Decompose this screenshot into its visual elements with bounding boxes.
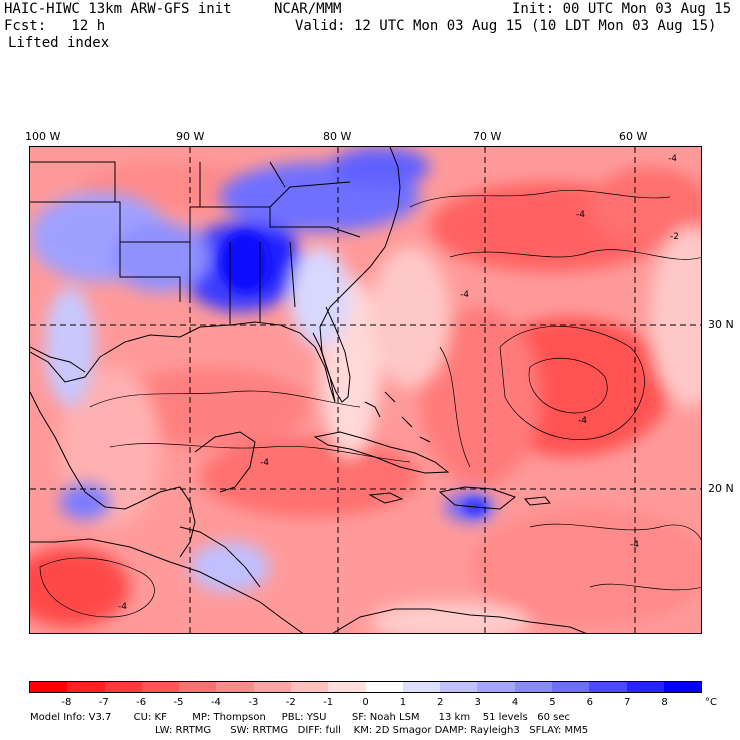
contour-labels: -4 -4 -2 -4 -4 -4 -4 -4 (118, 154, 679, 612)
lon-label-60w: 60 W (619, 130, 648, 143)
colorbar-swatch (402, 682, 441, 692)
colorbar-tick-label: 1 (399, 697, 407, 708)
colorbar-tick-label: 5 (549, 697, 556, 708)
colorbar-swatch (440, 682, 478, 692)
colorbar-tick-label: -8 (61, 697, 72, 708)
forecast-hour: Fcst: 12 h (4, 18, 106, 34)
colorbar-tick-label: 0 (362, 697, 369, 708)
colorbar-unit: °C (705, 697, 717, 708)
field-name: Lifted index (8, 35, 110, 51)
colorbar-swatch (477, 682, 515, 692)
colorbar-swatch (328, 682, 366, 692)
valid-time: Valid: 12 UTC Mon 03 Aug 15 (10 LDT Mon … (295, 18, 717, 34)
colorbar-swatch (514, 682, 552, 692)
colorbar-tick-label: 8 (661, 697, 668, 708)
colorbar-swatch (663, 682, 702, 692)
colorbar-tick-label: -2 (285, 697, 296, 708)
lon-label-70w: 70 W (473, 130, 502, 143)
colorbar-swatch (253, 682, 291, 692)
colorbar-swatch (179, 682, 217, 692)
contour-label: -4 (576, 210, 585, 220)
colorbar-tick-label: 6 (586, 697, 594, 708)
colorbar-swatch (141, 682, 180, 692)
colorbar-tick-label: -7 (98, 697, 109, 708)
lat-label-30n: 30 N (708, 318, 734, 331)
contour-label: -2 (670, 232, 679, 242)
init-time: Init: 00 UTC Mon 03 Aug 15 (512, 1, 732, 17)
colorbar-tick-label: 2 (437, 697, 444, 708)
colorbar-tick-label: 7 (624, 697, 631, 708)
colorbar-swatch (216, 682, 254, 692)
map-canvas: -4 -4 -2 -4 -4 -4 -4 -4 (30, 147, 701, 633)
center-name: NCAR/MMM (274, 1, 342, 17)
lon-label-90w: 90 W (176, 130, 205, 143)
colorbar-tick-label: -4 (210, 697, 221, 708)
model-info-line1: Model Info: V3.7 CU: KF MP: Thompson PBL… (30, 712, 570, 723)
colorbar-swatch (551, 682, 590, 692)
colorbar-tick-label: -6 (136, 697, 147, 708)
colorbar-swatch (365, 682, 403, 692)
colorbar-swatch (626, 682, 664, 692)
contour-label: -4 (630, 540, 639, 550)
contours (39, 189, 701, 618)
model-title: HAIC-HIWC 13km ARW-GFS init (4, 1, 232, 17)
contour-label: -4 (460, 290, 469, 300)
colorbar-tick-label: -5 (173, 697, 184, 708)
colorbar-swatch (30, 682, 68, 692)
lon-label-100w: 100 W (25, 130, 61, 143)
contour-label: -4 (260, 458, 269, 468)
colorbar-tick-label: -3 (248, 697, 259, 708)
gridlines (30, 147, 701, 633)
lifted-index-map: -4 -4 -2 -4 -4 -4 -4 -4 (29, 146, 702, 634)
colorbar-swatch (589, 682, 627, 692)
colorbar-tick-label: 3 (474, 697, 481, 708)
contour-label: -4 (668, 154, 677, 164)
colorbar-swatch (67, 682, 105, 692)
contour-label: -4 (578, 416, 587, 426)
colorbar-tick-label: -1 (323, 697, 334, 708)
colorbar-tick-label: 4 (511, 697, 519, 708)
lon-label-80w: 80 W (323, 130, 352, 143)
contour-label: -4 (118, 602, 127, 612)
lat-label-20n: 20 N (708, 482, 734, 495)
model-info-line2: LW: RRTMG SW: RRTMG DIFF: full KM: 2D Sm… (155, 725, 589, 736)
colorbar-swatch (290, 682, 329, 692)
colorbar (29, 681, 702, 693)
colorbar-swatch (104, 682, 142, 692)
